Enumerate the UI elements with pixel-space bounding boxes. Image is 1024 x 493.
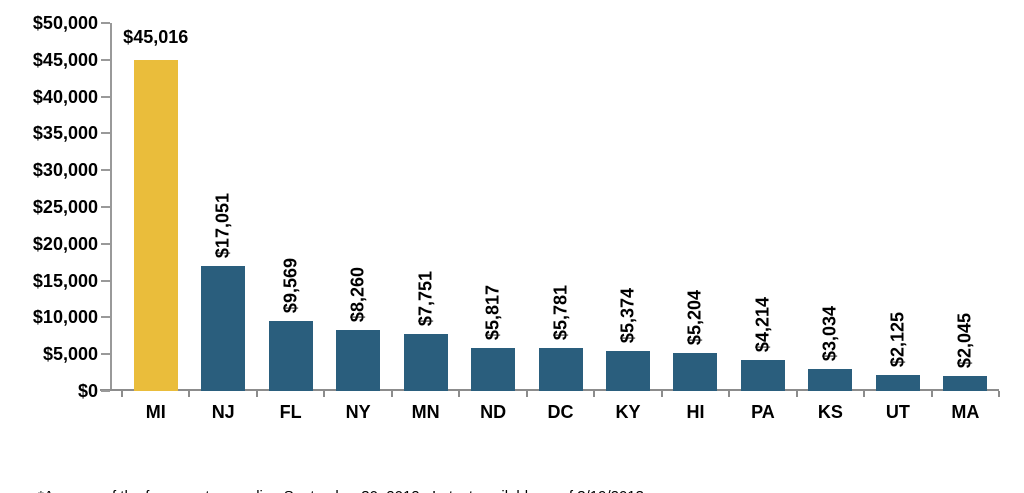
bar-value-label-ut: $2,125 [887, 311, 908, 367]
x-tick-label-mi: MI [145, 402, 166, 422]
x-tick-mark [660, 391, 663, 397]
bar-value-label-ky: $5,374 [617, 287, 638, 343]
y-tick-mark [101, 206, 110, 208]
x-tick-mark [255, 391, 258, 397]
y-tick-mark [101, 58, 110, 61]
bar-value-label-ny: $8,260 [347, 266, 368, 322]
y-tick-mark [101, 390, 110, 392]
x-tick-label-ky: KY [615, 402, 641, 422]
bar-ky [605, 351, 650, 391]
x-axis-labels: MI NJ FL NY MN ND DC KY HI PA KS UT MA [110, 402, 999, 423]
x-tick-mark [930, 391, 933, 397]
x-tick-label-ut: UT [885, 402, 910, 422]
y-tick-mark [101, 95, 110, 98]
bar-value-label-mi: $45,016 [123, 27, 189, 47]
x-tick-mark [593, 391, 596, 397]
x-tick-label-nj: NJ [211, 402, 235, 422]
y-tick-label: $0 [77, 381, 98, 401]
y-tick-mark [101, 169, 110, 172]
y-tick-label: $45,000 [32, 49, 98, 70]
bar-mn [403, 334, 448, 391]
x-tick-mark [998, 391, 1000, 397]
x-tick-label-ny: NY [345, 402, 371, 422]
y-tick-label: $5,000 [42, 344, 98, 365]
x-tick-label-ma: MA [951, 402, 980, 422]
bar-value-label-ks: $3,034 [819, 305, 840, 361]
plot-area: $45,016 $17,051 $9,569 $8,260 $7,751 $5,817 $5… [110, 23, 999, 391]
y-tick-label: $10,000 [32, 307, 98, 328]
x-tick-label-mn: MN [411, 402, 440, 422]
x-tick-label-fl: FL [279, 402, 302, 422]
y-tick-label: $50,000 [32, 13, 98, 33]
y-tick-mark [101, 242, 110, 245]
footnote-line: *Average of the four quarters ending Sep… [38, 487, 648, 493]
bar-value-label-nj: $17,051 [212, 192, 233, 258]
y-tick-mark [101, 132, 110, 135]
footnote-text: *Average of the four quarters ending Sep… [38, 488, 648, 493]
bar-nj [201, 266, 246, 391]
x-tick-mark [525, 391, 528, 397]
bar-value-label-hi: $5,204 [684, 289, 705, 345]
y-tick-label: $30,000 [32, 160, 98, 181]
y-tick-label: $15,000 [32, 270, 98, 291]
bar-value-label-pa: $4,214 [752, 296, 773, 352]
x-tick-mark [323, 391, 326, 397]
x-tick-label-hi: HI [686, 402, 705, 422]
x-tick-mark [390, 391, 393, 397]
y-tick-label: $25,000 [32, 197, 98, 217]
x-tick-label-ks: KS [817, 402, 843, 422]
x-tick-mark [863, 391, 866, 397]
bar-value-label-nd: $5,817 [482, 284, 503, 340]
x-tick-label-dc: DC [547, 402, 574, 422]
y-tick-mark [101, 22, 110, 24]
bar-mi [133, 60, 178, 391]
bar-value-label-fl: $9,569 [280, 257, 301, 313]
x-tick-mark [121, 391, 123, 397]
chart-footnote: *Average of the four quarters ending Sep… [38, 449, 648, 493]
bar-ks [808, 369, 853, 391]
x-tick-label-pa: PA [751, 402, 775, 422]
y-tick-label: $40,000 [32, 86, 98, 107]
bar-ny [336, 330, 381, 391]
y-tick-mark [101, 353, 110, 356]
x-tick-mark [728, 391, 731, 397]
y-tick-label: $35,000 [32, 123, 98, 144]
bar-pa [740, 360, 785, 391]
bar-fl [268, 321, 313, 391]
x-tick-mark [188, 391, 191, 397]
y-tick-mark [101, 279, 110, 282]
bar-value-label-ma: $2,045 [954, 312, 975, 368]
x-tick-label-nd: ND [480, 402, 507, 422]
y-axis-line [110, 23, 112, 391]
x-tick-mark [458, 391, 461, 397]
bar-value-label-mn: $7,751 [415, 270, 436, 326]
bar-value-label-dc: $5,781 [550, 284, 570, 340]
x-tick-mark [795, 391, 798, 397]
y-tick-mark [101, 316, 110, 319]
bar-ma [943, 376, 988, 391]
bar-ut [875, 375, 920, 391]
bar-hi [673, 353, 718, 391]
y-axis-labels: $0 $5,000 $10,000 $15,000 $20,000 $25,000 $30,… [0, 13, 98, 401]
bar-dc [538, 348, 583, 391]
y-tick-label: $20,000 [32, 233, 98, 254]
bar-nd [471, 348, 516, 391]
